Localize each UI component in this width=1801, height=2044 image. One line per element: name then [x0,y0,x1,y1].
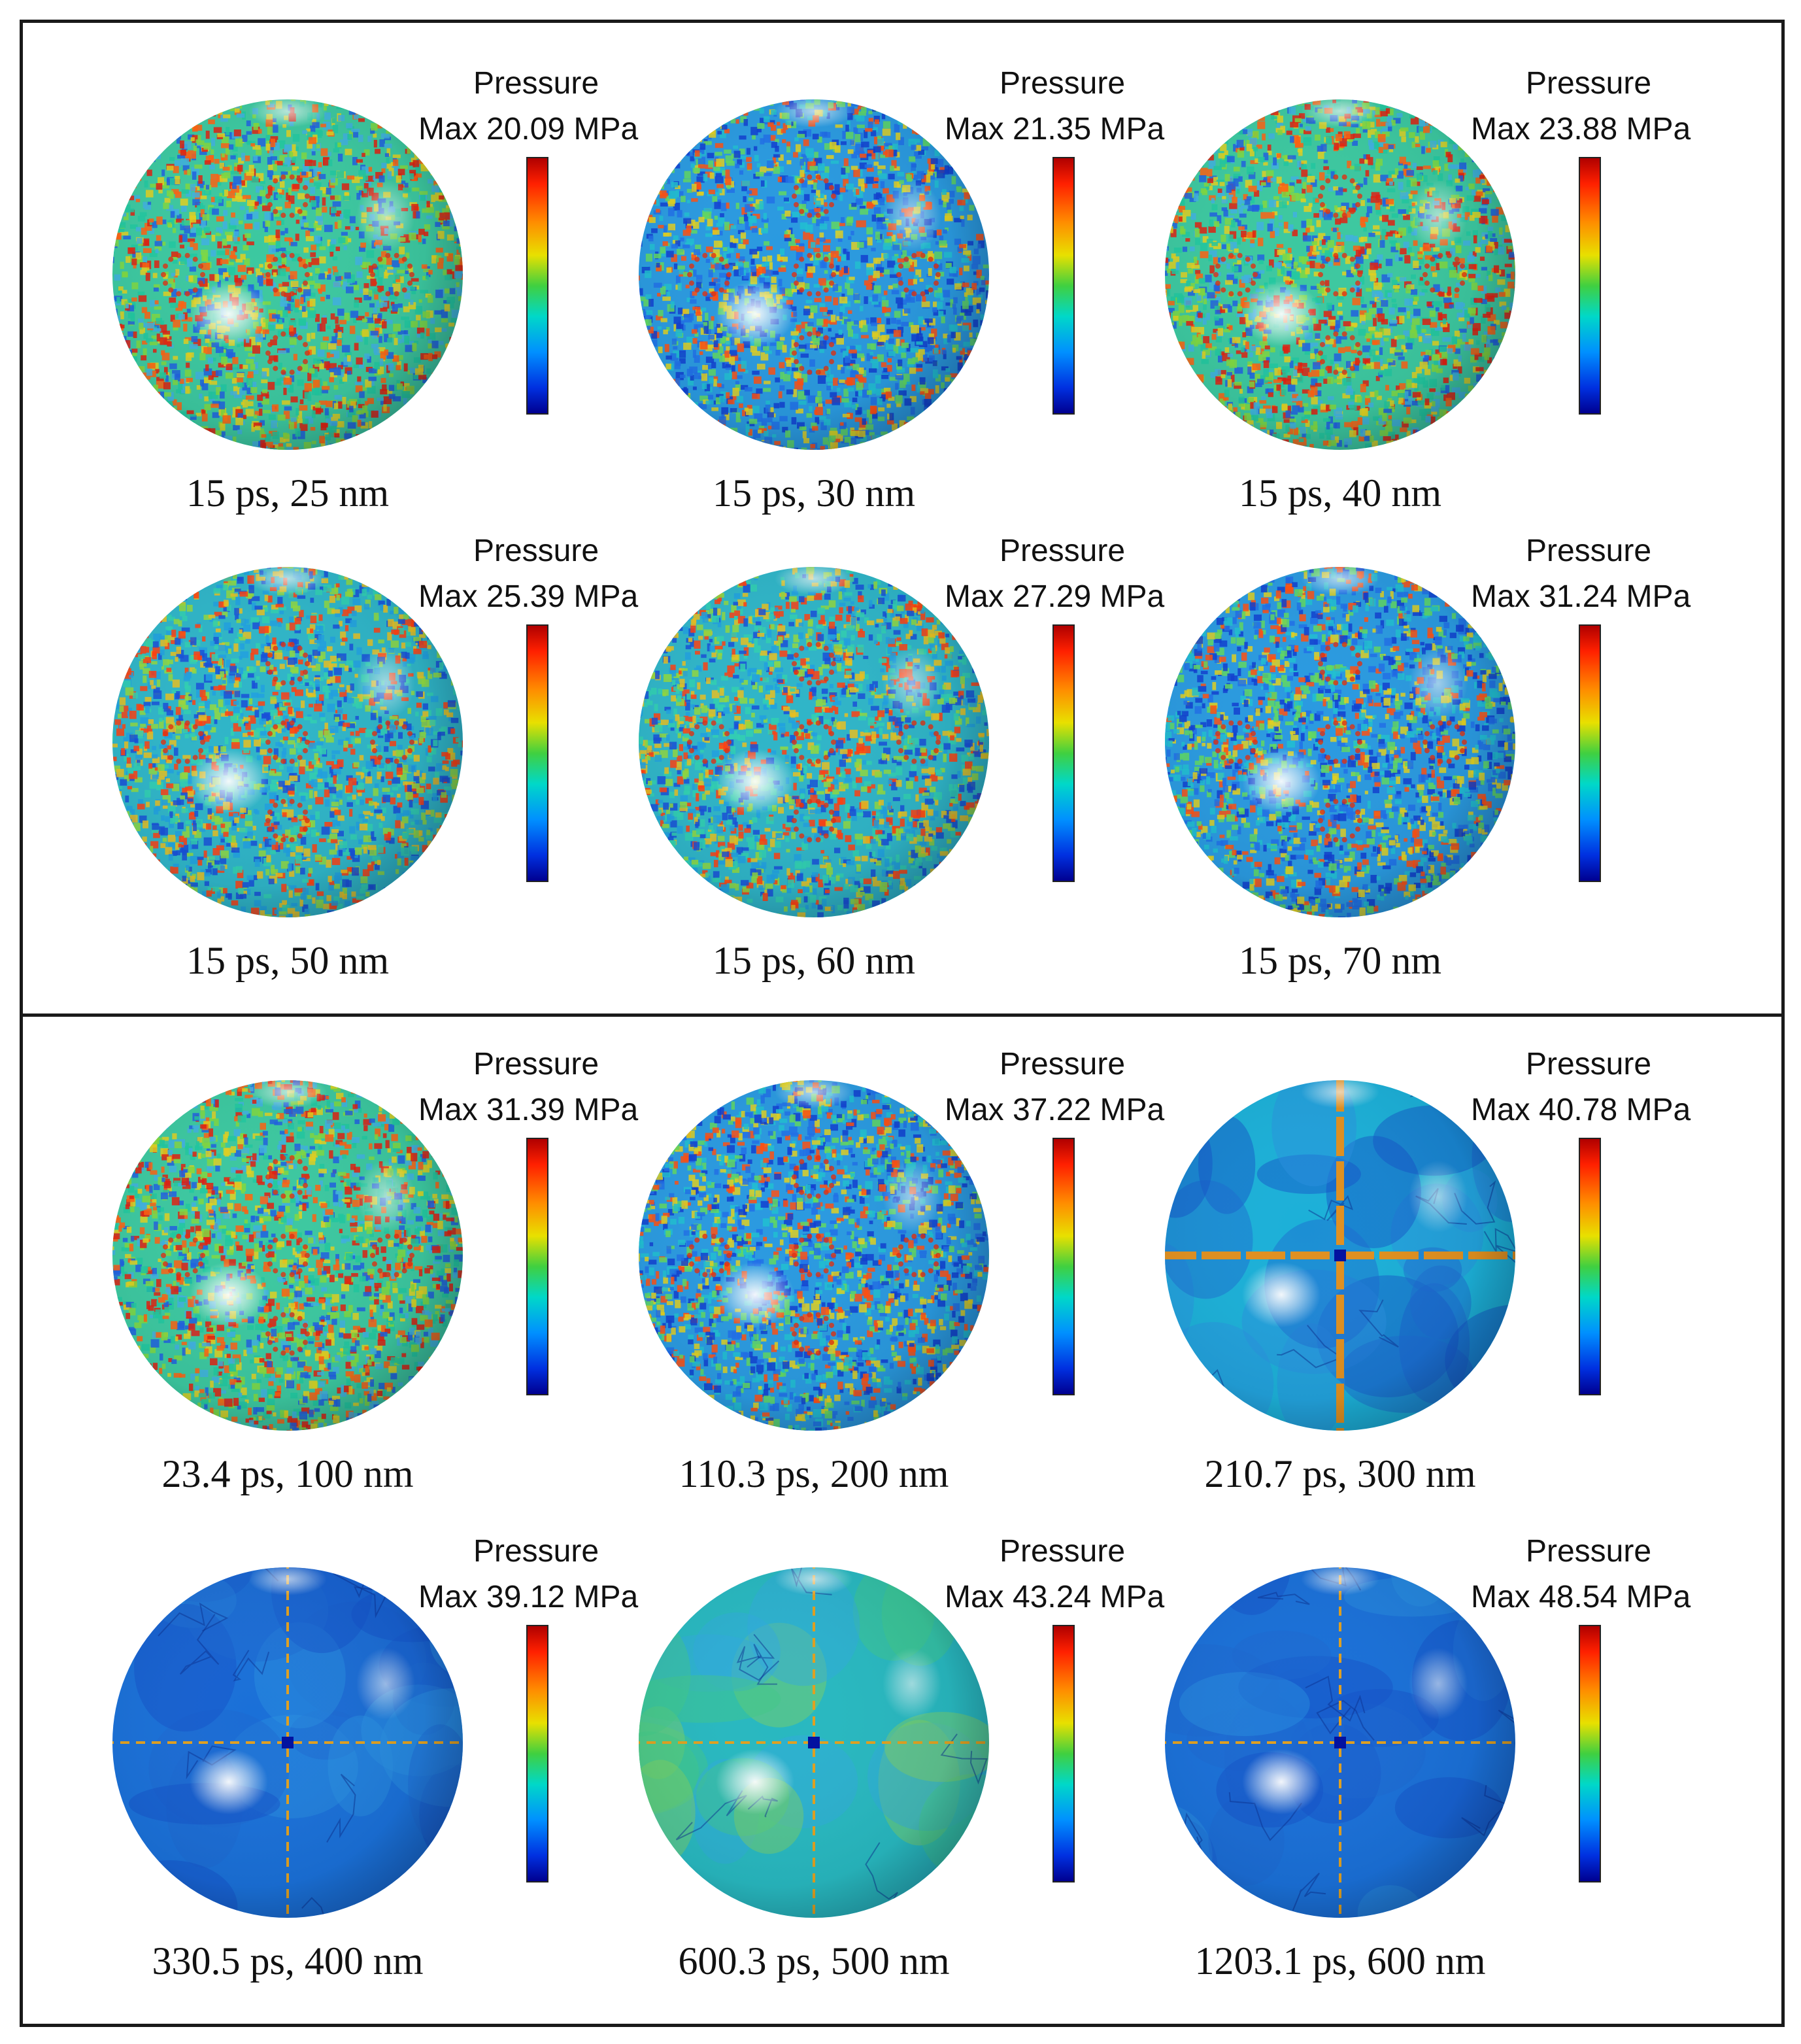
colorbar [1579,157,1601,415]
colorbar [526,1625,548,1882]
pressure-sphere [631,92,997,458]
pressure-sphere [631,559,997,925]
pressure-panel-9: Pressure Max 40.78 MPa 210.7 ps, 300 nm [1144,1066,1693,1537]
colorbar-max-label: Max 23.88 MPa [1471,111,1691,147]
colorbar-title: Pressure [1510,1533,1667,1569]
pressure-sphere [105,1559,471,1926]
colorbar-max-label: Max 25.39 MPa [418,579,638,615]
pressure-panel-5: Pressure Max 27.29 MPa 15 ps, 60 nm [618,553,1167,1023]
pressure-panel-1: Pressure Max 20.09 MPa 15 ps, 25 nm [92,85,641,556]
colorbar [1052,1625,1075,1882]
pressure-panel-7: Pressure Max 31.39 MPa 23.4 ps, 100 nm [92,1066,641,1537]
pressure-panel-6: Pressure Max 31.24 MPa 15 ps, 70 nm [1144,553,1693,1023]
panel-caption: 15 ps, 70 nm [1144,938,1536,983]
colorbar [1579,1138,1601,1395]
pressure-sphere [631,1072,997,1439]
panel-caption: 600.3 ps, 500 nm [618,1939,1010,1984]
colorbar-title: Pressure [458,1533,614,1569]
colorbar [1579,1625,1601,1882]
panel-caption: 1203.1 ps, 600 nm [1144,1939,1536,1984]
pressure-sphere [1157,1559,1523,1926]
colorbar [526,1138,548,1395]
colorbar-title: Pressure [458,1046,614,1082]
pressure-sphere [105,92,471,458]
pressure-panel-3: Pressure Max 23.88 MPa 15 ps, 40 nm [1144,85,1693,556]
colorbar [1052,624,1075,882]
pressure-sphere [105,1072,471,1439]
pressure-panel-4: Pressure Max 25.39 MPa 15 ps, 50 nm [92,553,641,1023]
colorbar-max-label: Max 37.22 MPa [945,1092,1164,1128]
colorbar [1052,157,1075,415]
panel-caption: 210.7 ps, 300 nm [1144,1452,1536,1497]
colorbar [526,157,548,415]
colorbar-max-label: Max 39.12 MPa [418,1579,638,1615]
colorbar-max-label: Max 20.09 MPa [418,111,638,147]
pressure-sphere [1157,559,1523,925]
colorbar [526,624,548,882]
panel-caption: 23.4 ps, 100 nm [92,1452,484,1497]
colorbar-max-label: Max 43.24 MPa [945,1579,1164,1615]
colorbar-title: Pressure [984,65,1141,101]
pressure-panel-12: Pressure Max 48.54 MPa 1203.1 ps, 600 nm [1144,1553,1693,2024]
panel-caption: 330.5 ps, 400 nm [92,1939,484,1984]
panel-caption: 110.3 ps, 200 nm [618,1452,1010,1497]
pressure-panel-8: Pressure Max 37.22 MPa 110.3 ps, 200 nm [618,1066,1167,1537]
colorbar-max-label: Max 40.78 MPa [1471,1092,1691,1128]
colorbar-max-label: Max 21.35 MPa [945,111,1164,147]
pressure-panel-11: Pressure Max 43.24 MPa 600.3 ps, 500 nm [618,1553,1167,2024]
panel-caption: 15 ps, 40 nm [1144,471,1536,516]
colorbar-max-label: Max 31.39 MPa [418,1092,638,1128]
colorbar-max-label: Max 48.54 MPa [1471,1579,1691,1615]
colorbar-title: Pressure [1510,533,1667,569]
panel-caption: 15 ps, 60 nm [618,938,1010,983]
colorbar-title: Pressure [984,1046,1141,1082]
colorbar-title: Pressure [1510,1046,1667,1082]
pressure-sphere [631,1559,997,1926]
colorbar-title: Pressure [984,533,1141,569]
pressure-sphere [1157,92,1523,458]
colorbar-title: Pressure [458,65,614,101]
colorbar-title: Pressure [1510,65,1667,101]
panel-caption: 15 ps, 30 nm [618,471,1010,516]
panel-caption: 15 ps, 50 nm [92,938,484,983]
pressure-sphere [1157,1072,1523,1439]
colorbar [1052,1138,1075,1395]
panel-caption: 15 ps, 25 nm [92,471,484,516]
colorbar-max-label: Max 27.29 MPa [945,579,1164,615]
pressure-sphere [105,559,471,925]
colorbar-title: Pressure [984,1533,1141,1569]
pressure-panel-10: Pressure Max 39.12 MPa 330.5 ps, 400 nm [92,1553,641,2024]
colorbar [1579,624,1601,882]
pressure-panel-2: Pressure Max 21.35 MPa 15 ps, 30 nm [618,85,1167,556]
colorbar-title: Pressure [458,533,614,569]
colorbar-max-label: Max 31.24 MPa [1471,579,1691,615]
